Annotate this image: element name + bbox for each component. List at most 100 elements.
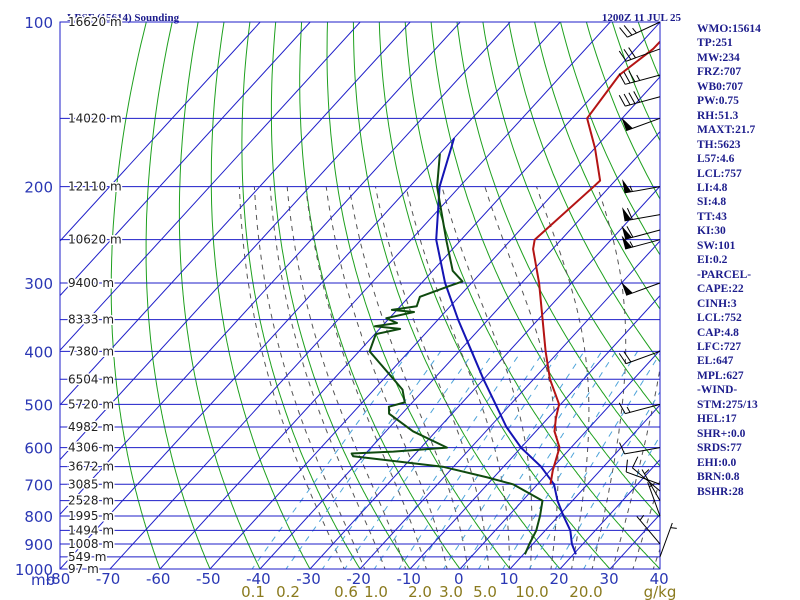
isotherm — [159, 22, 660, 569]
dry-adiabat — [210, 22, 311, 569]
index-line: WB0:707 — [697, 80, 743, 93]
wind-barb — [619, 21, 661, 38]
isotherm — [60, 22, 311, 297]
isotherm — [60, 22, 411, 406]
moist-adiabat — [348, 186, 469, 569]
barb-staff — [632, 467, 661, 492]
barb-flag — [623, 351, 632, 363]
barb-half-flag — [629, 185, 633, 192]
moist-adiabat — [325, 186, 448, 569]
height-label: 3672 m — [68, 460, 114, 474]
index-line: EL:647 — [697, 355, 734, 368]
isotherm — [109, 22, 611, 569]
height-label: 5720 m — [68, 397, 114, 411]
index-line: KI:30 — [697, 225, 726, 238]
barb-half-flag — [644, 469, 650, 475]
barb-staff — [627, 21, 661, 38]
barb-staff — [626, 350, 661, 365]
height-label: 3085 m — [68, 477, 114, 491]
barb-flag — [618, 402, 626, 414]
mixing-ratio-tick-label: 5.0 — [473, 583, 497, 600]
index-line: SHR+:0.0 — [697, 427, 746, 440]
barb-staff — [624, 186, 661, 194]
station-title: LBSF (15614) Sounding — [67, 12, 180, 24]
mixing-ratio-line — [554, 390, 660, 569]
barb-staff — [624, 214, 661, 222]
mixing-ratio-tick-label: 0.6 — [334, 583, 358, 600]
mixing-ratio-line — [373, 351, 522, 569]
barb-half-flag — [649, 482, 655, 488]
isotherm — [60, 22, 361, 352]
pressure-tick-label: 300 — [24, 275, 53, 293]
temperature-tick-label: -80 — [46, 570, 71, 588]
dry-adiabat — [145, 22, 211, 569]
pressure-unit-label: mb — [31, 571, 55, 589]
mixing-ratio-tick-label: 10.0 — [515, 583, 548, 600]
barb-flag — [633, 91, 641, 103]
moist-adiabat — [305, 186, 427, 569]
height-label: 97 m — [68, 562, 99, 576]
index-line: TH:5623 — [697, 138, 741, 151]
barb-flag — [626, 208, 633, 220]
index-line: BSHR:28 — [697, 485, 744, 498]
wind-barb — [618, 402, 661, 415]
height-label: 6504 m — [68, 372, 114, 386]
dry-adiabat — [430, 22, 660, 519]
barb-staff — [626, 282, 661, 296]
barb-half-flag — [632, 27, 637, 34]
barb-flag — [628, 70, 636, 82]
isotherm — [60, 22, 511, 516]
pressure-tick-label: 600 — [24, 440, 53, 458]
index-line: TT:43 — [697, 210, 727, 223]
barb-half-flag — [639, 514, 645, 521]
index-line: TP:251 — [697, 37, 733, 50]
height-label: 8333 m — [68, 313, 114, 327]
barb-staff — [626, 471, 661, 485]
barb-staff — [647, 481, 661, 517]
barb-half-flag — [636, 74, 641, 81]
height-label: 1995 m — [68, 509, 114, 523]
barb-staff — [624, 447, 661, 455]
index-line: FRZ:707 — [697, 66, 742, 79]
pressure-tick-label: 900 — [24, 536, 53, 554]
index-line: EHI:0.0 — [697, 456, 737, 469]
mixing-ratio-line — [583, 435, 660, 569]
mixing-ratio-line — [321, 351, 475, 569]
temperature-trace — [532, 40, 660, 485]
temperature-tick-label: -70 — [96, 570, 121, 588]
isotherm — [409, 294, 660, 569]
isotherm — [459, 349, 660, 569]
height-label: 1008 m — [68, 537, 114, 551]
dry-adiabat — [404, 22, 660, 569]
temperature-tick-label: -30 — [296, 570, 321, 588]
barb-flag — [618, 50, 627, 62]
barb-staff — [625, 74, 661, 85]
dry-adiabat — [508, 22, 660, 363]
height-label: 12110 m — [68, 180, 122, 194]
index-line: HEL:17 — [697, 413, 737, 426]
mixing-ratio-line — [443, 351, 585, 569]
barb-pennant — [621, 282, 633, 296]
index-line: LCL:752 — [697, 312, 742, 325]
wind-barb — [631, 456, 661, 492]
moist-adiabat — [253, 186, 366, 569]
index-line: CINH:3 — [697, 297, 737, 310]
index-line: LI:4.8 — [697, 181, 728, 194]
dry-adiabat — [110, 22, 161, 569]
moist-adiabat — [536, 186, 590, 569]
isotherm — [509, 404, 660, 569]
wind-barb — [618, 91, 661, 107]
mixing-ratio-tick-label: 3.0 — [439, 583, 463, 600]
mixing-ratio-line — [398, 351, 545, 569]
isotherm — [309, 185, 660, 569]
barb-half-flag — [626, 406, 631, 413]
temperature-tick-label: 30 — [600, 570, 619, 588]
index-line: BRN:0.8 — [697, 471, 740, 484]
wind-barb — [621, 282, 661, 296]
index-line: SI:4.8 — [697, 196, 727, 209]
barb-flag — [631, 456, 639, 469]
pressure-tick-label: 800 — [24, 508, 53, 526]
barb-staff — [659, 522, 673, 557]
